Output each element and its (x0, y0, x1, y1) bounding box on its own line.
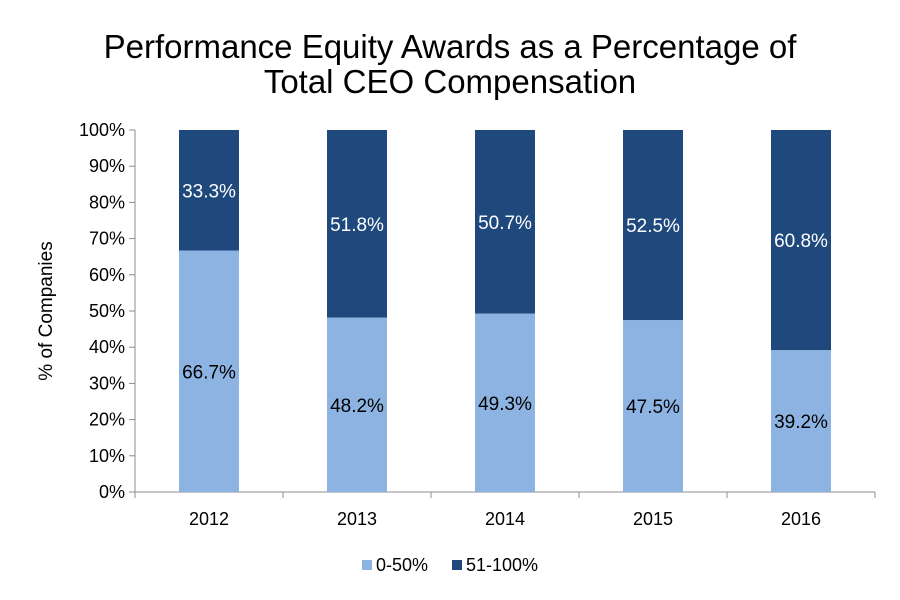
x-tick-label: 2013 (337, 509, 377, 529)
y-tick-label: 30% (89, 373, 125, 393)
data-label: 60.8% (774, 231, 828, 252)
data-label: 33.3% (182, 181, 236, 202)
y-tick-label: 40% (89, 337, 125, 357)
bar-segment-0-50% (475, 313, 535, 492)
bar-segment-51-100% (623, 130, 683, 321)
y-tick-label: 0% (99, 482, 125, 502)
legend-label: 0-50% (376, 555, 428, 575)
data-label: 51.8% (330, 215, 384, 236)
y-tick-label: 10% (89, 446, 125, 466)
x-tick-label: 2016 (781, 509, 821, 529)
bar-segment-0-50% (327, 317, 387, 492)
y-tick-label: 100% (79, 120, 125, 140)
bar-segment-0-50% (623, 320, 683, 492)
bar-segment-51-100% (771, 130, 831, 351)
data-label: 52.5% (626, 216, 680, 237)
y-tick-label: 90% (89, 156, 125, 176)
legend-swatch (362, 560, 372, 570)
y-tick-label: 60% (89, 265, 125, 285)
x-tick-label: 2012 (189, 509, 229, 529)
y-tick-label: 20% (89, 410, 125, 430)
data-label: 49.3% (478, 394, 532, 415)
bar-segment-51-100% (475, 130, 535, 314)
data-label: 47.5% (626, 397, 680, 418)
data-label: 48.2% (330, 396, 384, 417)
chart-title-line-2: Total CEO Compensation (264, 63, 636, 100)
y-tick-label: 70% (89, 229, 125, 249)
data-label: 39.2% (774, 412, 828, 433)
y-tick-label: 50% (89, 301, 125, 321)
data-label: 66.7% (182, 362, 236, 383)
bar-segment-0-50% (771, 350, 831, 492)
y-tick-label: 80% (89, 192, 125, 212)
legend: 0-50% 51-100% (362, 555, 538, 575)
x-tick-label: 2014 (485, 509, 525, 529)
legend-label: 51-100% (466, 555, 538, 575)
x-tick-label: 2015 (633, 509, 673, 529)
y-axis-label: % of Companies (36, 241, 57, 380)
data-label: 50.7% (478, 213, 532, 234)
chart-title-line-1: Performance Equity Awards as a Percentag… (104, 28, 798, 65)
legend-swatch (452, 560, 462, 570)
bar-segment-51-100% (327, 130, 387, 318)
bar-segment-51-100% (179, 130, 239, 251)
plot-area: 0% 10% 20% 30% 40% 50% 60% 70% 80% 90% 100% 66.7% 33… (79, 120, 876, 529)
bar-segment-0-50% (179, 250, 239, 492)
